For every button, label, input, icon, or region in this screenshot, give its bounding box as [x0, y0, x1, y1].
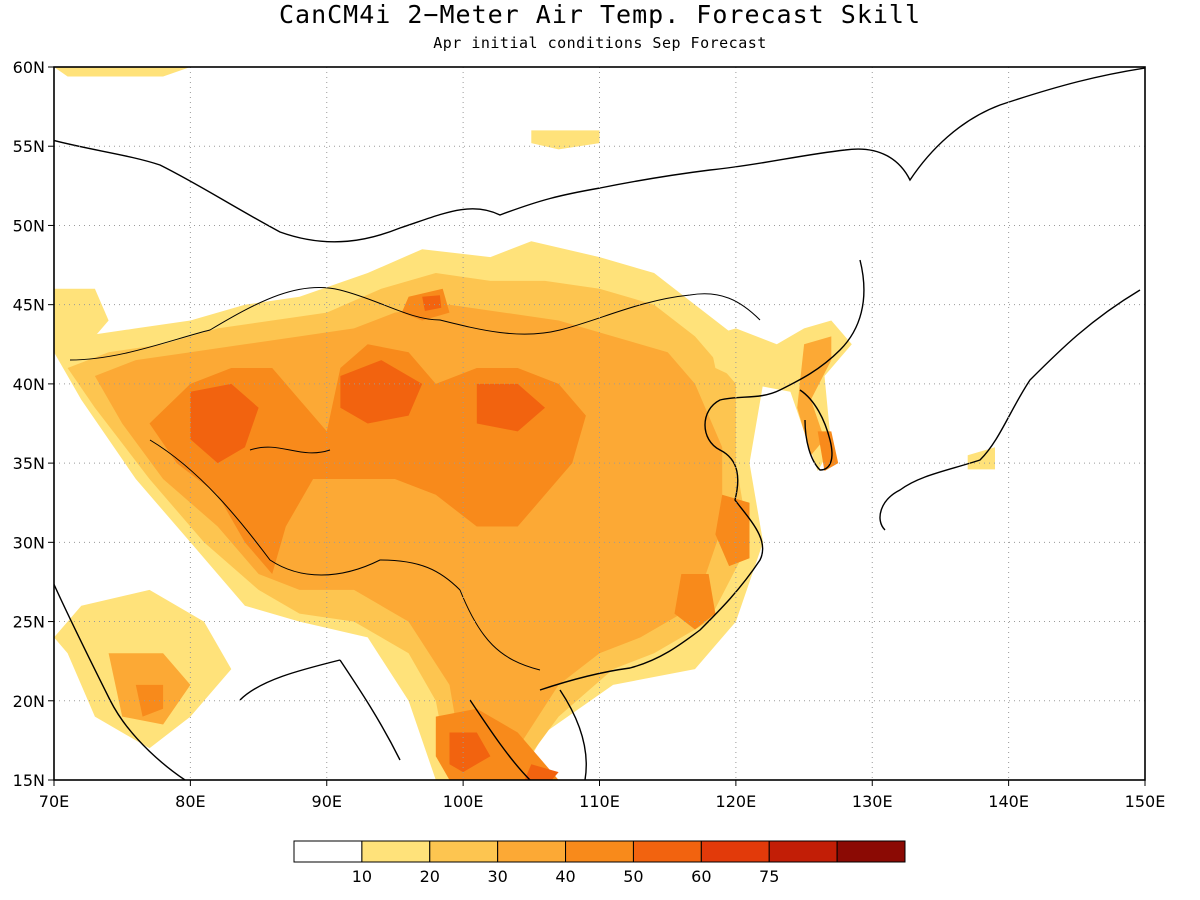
colorbar-swatch: [293, 840, 363, 863]
skill-region-12: [715, 494, 750, 567]
skill-region-22: [531, 130, 600, 150]
y-tick-label: 55N: [13, 137, 45, 156]
colorbar-swatch: [429, 840, 499, 863]
colorbar-label: 30: [487, 867, 507, 886]
x-tick-label: 140E: [988, 792, 1029, 811]
eurasia-coastline: [54, 67, 1145, 243]
lat-lon-grid: [54, 67, 1145, 780]
latitude-ticks: 60N 55N 50N 45N 40N 35N 30N 25N 20N 15N: [13, 58, 54, 790]
y-tick-label: 20N: [13, 692, 45, 711]
y-tick-label: 15N: [13, 771, 45, 790]
skill-region-13: [674, 574, 716, 630]
map-subtitle: Apr initial conditions Sep Forecast: [433, 34, 767, 52]
colorbar-label: 40: [555, 867, 575, 886]
x-tick-label: 90E: [312, 792, 342, 811]
skill-region-8: [422, 295, 442, 311]
skill-region-5: [340, 360, 423, 424]
x-tick-label: 150E: [1125, 792, 1166, 811]
colorbar-swatch: [836, 840, 906, 863]
colorbar-swatch: [565, 840, 634, 863]
colorbar-swatch: [700, 840, 770, 863]
y-tick-label: 40N: [13, 375, 45, 394]
colorbar-swatch: [361, 840, 431, 863]
korea-coast: [799, 389, 833, 471]
colorbar-swatch: [632, 840, 702, 863]
skill-region-16: [817, 431, 839, 471]
x-tick-label: 110E: [579, 792, 620, 811]
y-tick-label: 35N: [13, 454, 45, 473]
x-tick-label: 70E: [39, 792, 69, 811]
skill-region-6: [476, 383, 545, 432]
y-tick-label: 60N: [13, 58, 45, 77]
colorbar-label: 50: [623, 867, 643, 886]
skill-shading: [54, 67, 995, 780]
indochina-coast: [339, 659, 587, 780]
colorbar-label: 10: [352, 867, 372, 886]
x-tick-label: 100E: [443, 792, 484, 811]
y-tick-label: 50N: [13, 216, 45, 235]
colorbar-label: 75: [759, 867, 779, 886]
colorbar: 10 20 30 40 50 60 75: [293, 840, 906, 886]
colorbar-label: 60: [691, 867, 711, 886]
y-tick-label: 30N: [13, 533, 45, 552]
y-tick-label: 45N: [13, 296, 45, 315]
colorbar-swatch: [497, 840, 567, 863]
map-title: CanCM4i 2−Meter Air Temp. Forecast Skill: [278, 0, 922, 29]
x-tick-label: 130E: [852, 792, 893, 811]
colorbar-label: 20: [420, 867, 440, 886]
india-coast: [54, 582, 341, 780]
skill-region-4: [190, 383, 259, 464]
colorbar-swatch: [768, 840, 838, 863]
skill-region-11: [524, 764, 559, 780]
country-borders: [69, 286, 761, 671]
y-tick-label: 25N: [13, 613, 45, 632]
japan-coast: [879, 289, 1141, 531]
longitude-ticks: 70E 80E 90E 100E 110E 120E 130E 140E 150E: [39, 780, 1166, 811]
coastlines: [54, 67, 1145, 780]
x-tick-label: 120E: [716, 792, 757, 811]
x-tick-label: 80E: [175, 792, 205, 811]
east-coast: [539, 259, 865, 691]
skill-region-21: [54, 67, 191, 77]
skill-region-10: [449, 732, 491, 773]
